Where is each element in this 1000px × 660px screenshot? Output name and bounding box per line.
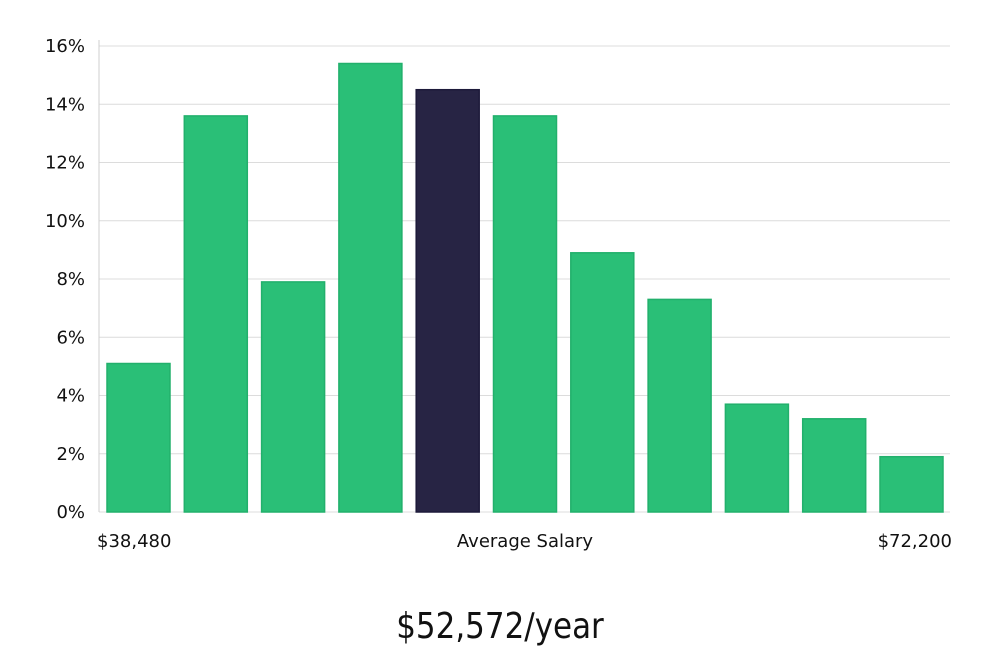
bar <box>492 115 558 513</box>
bar <box>260 281 326 513</box>
y-tick-label: 4% <box>56 386 85 407</box>
x-label-max: $72,200 <box>878 531 952 552</box>
bar <box>570 252 635 513</box>
x-axis-labels: $38,480 Average Salary $72,200 <box>97 531 952 552</box>
y-tick-label: 8% <box>56 269 85 290</box>
y-tick-label: 16% <box>45 36 85 57</box>
y-axis-ticks: 0% 2% 4% 6% 8% 10% 12% 14% 16% <box>45 36 85 523</box>
salary-histogram-chart: 0% 2% 4% 6% 8% 10% 12% 14% 16% $38,480 Average S… <box>45 36 952 552</box>
bar <box>647 298 712 513</box>
bar <box>183 115 249 513</box>
bar <box>106 362 171 513</box>
bar-average-highlight <box>415 88 480 513</box>
x-label-min: $38,480 <box>97 531 171 552</box>
x-label-average: Average Salary <box>457 531 594 552</box>
y-tick-label: 10% <box>45 211 85 232</box>
average-salary-value: $52,572/year <box>396 606 604 647</box>
y-tick-label: 0% <box>56 502 85 523</box>
y-tick-label: 2% <box>56 444 85 465</box>
y-tick-label: 12% <box>45 153 85 174</box>
y-tick-label: 6% <box>56 327 85 348</box>
bars <box>106 62 944 513</box>
bar <box>801 418 867 513</box>
bar <box>879 455 944 513</box>
y-tick-label: 14% <box>45 94 85 115</box>
bar <box>724 403 790 513</box>
bar <box>338 62 403 513</box>
